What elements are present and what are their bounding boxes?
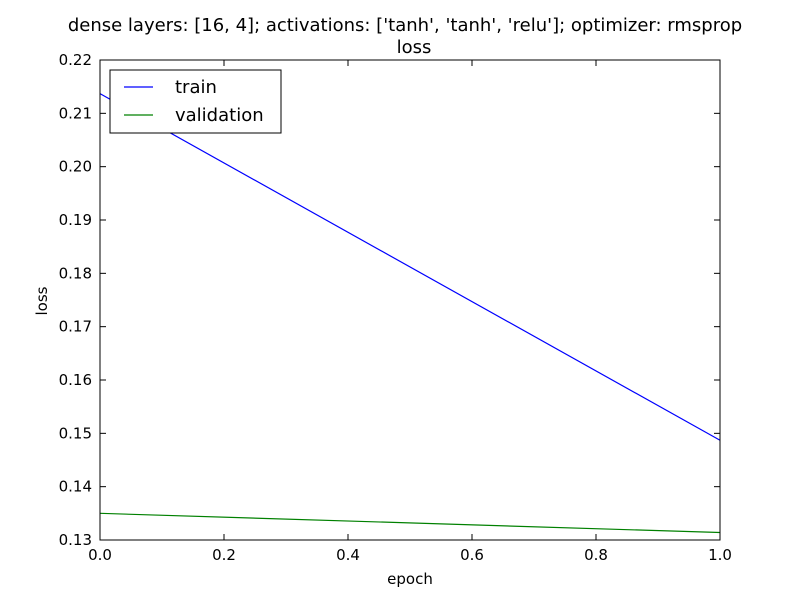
legend: train validation [109,69,282,134]
y-tick-label: 0.15 [59,424,92,442]
y-tick-label: 0.19 [59,211,92,229]
y-tick-label: 0.13 [59,531,92,549]
y-tick-label: 0.20 [59,158,92,176]
x-axis-label: epoch [387,570,433,588]
y-tick-label: 0.21 [59,104,92,122]
chart-subtitle: loss [397,37,432,58]
ticks-layer: 0.0 0.2 0.4 0.6 0.8 1.0 0.13 0.14 0.15 0.16 0.17 0.… [59,51,732,564]
y-tick-label: 0.16 [59,371,92,389]
series-line-validation [99,512,721,534]
x-tick-label: 1.0 [708,546,732,564]
y-tick-label: 0.17 [59,318,92,336]
x-tick-label: 0.4 [336,546,360,564]
y-tick-label: 0.14 [59,478,92,496]
x-tick-label: 0.8 [584,546,608,564]
y-tick-label: 0.18 [59,264,92,282]
x-tick-label: 0.0 [88,546,112,564]
legend-box [109,69,282,134]
series-layer [99,93,721,534]
plot-frame [99,59,721,541]
legend-label-train: train [175,77,217,98]
y-tick-label: 0.22 [59,51,92,69]
series-line-train [99,93,721,441]
legend-label-validation: validation [175,105,264,126]
x-tick-label: 0.2 [212,546,236,564]
y-axis-label: loss [33,286,51,315]
x-tick-label: 0.6 [460,546,484,564]
chart-title: dense layers: [16, 4]; activations: ['ta… [68,15,742,36]
plot-area [100,60,720,540]
